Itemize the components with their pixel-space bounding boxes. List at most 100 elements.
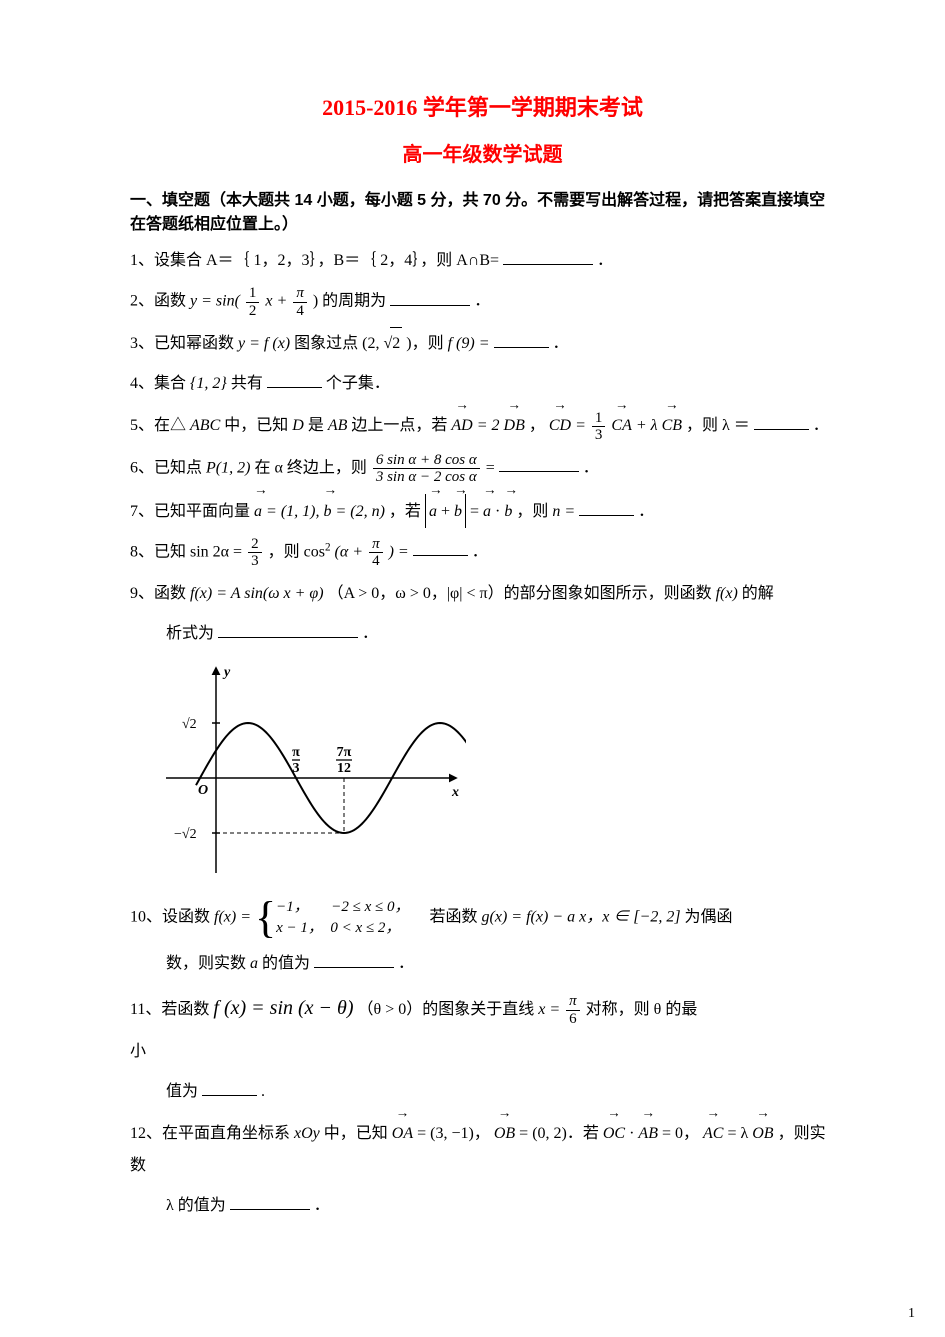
question-12-line2: λ 的值为 ． bbox=[130, 1190, 835, 1222]
q3-mid2: )，则 bbox=[406, 335, 447, 352]
question-11-line2a: 小 bbox=[130, 1036, 835, 1068]
q6-p: P(1, 2) bbox=[206, 459, 250, 476]
q12-pre: 12、在平面直角坐标系 bbox=[130, 1125, 294, 1142]
q2-pre: 2、函数 bbox=[130, 293, 190, 310]
q7-abs-plus: + bbox=[441, 503, 454, 520]
q2-close: ) 的周期为 bbox=[313, 293, 386, 310]
q5-mid4: ，则 λ ＝ bbox=[686, 417, 750, 434]
q10-case2: x − 1， 0 < x ≤ 2， bbox=[276, 920, 400, 936]
q2-mid: x + bbox=[265, 293, 291, 310]
q5-comma1: ， bbox=[529, 417, 545, 434]
q4-post: 个子集． bbox=[326, 375, 390, 392]
q12-xoy: xOy bbox=[294, 1125, 320, 1142]
svg-text:12: 12 bbox=[337, 761, 351, 776]
q11-l2b: 值为 bbox=[166, 1083, 198, 1100]
svg-text:y: y bbox=[222, 665, 231, 680]
q5-mid3: 边上一点，若 bbox=[351, 417, 451, 434]
q9-post: ． bbox=[362, 625, 378, 642]
q2-frac1-den: 2 bbox=[246, 303, 260, 320]
q7-a: a bbox=[254, 494, 262, 528]
question-3: 3、已知幂函数 y = f (x) 图象过点 (2, √2 )，则 f (9) … bbox=[130, 327, 835, 360]
q10-blank bbox=[314, 951, 394, 968]
q8-frac2-num: π bbox=[369, 536, 383, 554]
q11-blank bbox=[202, 1079, 257, 1096]
question-11-line2b: 值为 . bbox=[130, 1076, 835, 1108]
q5-eq2: = bbox=[575, 417, 590, 434]
q3-f9: f (9) = bbox=[448, 335, 490, 352]
q12-oc: OC bbox=[603, 1116, 625, 1150]
q8-popen: (α + bbox=[335, 543, 368, 560]
question-8: 8、已知 sin 2α = 2 3 ，则 cos2 (α + π 4 ) = ． bbox=[130, 536, 835, 570]
q7-aval: = (1, 1), bbox=[266, 503, 323, 520]
q7-bval: = (2, n) bbox=[335, 503, 384, 520]
q10-gx: g(x) = f(x) − a x，x ∈ [−2, 2] bbox=[482, 909, 681, 926]
q5-ab: AB bbox=[328, 417, 348, 434]
q12-eq0: = 0， bbox=[662, 1125, 699, 1142]
q8-post: ． bbox=[472, 543, 488, 560]
q5-cd-vec: CD bbox=[549, 408, 571, 442]
q5-frac-den: 3 bbox=[592, 427, 606, 444]
q12-ac: AC bbox=[703, 1116, 723, 1150]
q3-sqrt-val: 2 bbox=[390, 327, 402, 360]
q7-dot-b: b bbox=[504, 494, 512, 528]
q2-blank bbox=[390, 289, 470, 306]
question-11: 11、若函数 f (x) = sin (x − θ) （θ > 0）的图象关于直… bbox=[130, 988, 835, 1028]
q7-pre: 7、已知平面向量 bbox=[130, 503, 254, 520]
q8-blank bbox=[413, 539, 468, 556]
q2-yeq: y = sin( bbox=[190, 293, 240, 310]
q12-obval: = (0, 2)．若 bbox=[519, 1125, 603, 1142]
q6-num: 6 sin α + 8 cos α bbox=[373, 452, 480, 470]
q2-frac2-den: 4 bbox=[293, 303, 307, 320]
page-title-sub: 高一年级数学试题 bbox=[130, 139, 835, 171]
q10-brace: { bbox=[255, 896, 276, 940]
q12-ab: AB bbox=[638, 1116, 658, 1150]
question-5: 5、在△ ABC 中，已知 D 是 AB 边上一点，若 AD = 2 DB ， … bbox=[130, 408, 835, 443]
q7-blank bbox=[579, 499, 634, 516]
q12-blank bbox=[230, 1193, 310, 1210]
q10-fx: f(x) = bbox=[214, 909, 255, 926]
q2-post: ． bbox=[474, 293, 490, 310]
q3-post: ． bbox=[553, 335, 569, 352]
q8-pre: 8、已知 sin 2α = bbox=[130, 543, 246, 560]
q6-blank bbox=[499, 455, 579, 472]
q5-post: ． bbox=[813, 417, 829, 434]
question-12: 12、在平面直角坐标系 xOy 中，已知 OA = (3, −1)， OB = … bbox=[130, 1116, 835, 1182]
q8-pclose: ) = bbox=[389, 543, 409, 560]
q10-case1: −1， −2 ≤ x ≤ 0， bbox=[276, 899, 409, 915]
q5-abc: ABC bbox=[190, 417, 220, 434]
question-1: 1、设集合 A＝｛ 1，2，3｝，B＝｛ 2，4｝，则 A∩B= ． bbox=[130, 245, 835, 277]
q6-eq: = bbox=[486, 459, 495, 476]
question-9-line1: 9、函数 f(x) = A sin(ω x + φ) （A > 0，ω > 0，… bbox=[130, 578, 835, 610]
q2-frac2: π 4 bbox=[293, 285, 307, 319]
q5-frac: 1 3 bbox=[592, 410, 606, 444]
svg-text:x: x bbox=[451, 785, 459, 800]
q2-frac2-num: π bbox=[293, 285, 307, 303]
q4-pre: 4、集合 bbox=[130, 375, 190, 392]
q8-frac1: 2 3 bbox=[248, 536, 262, 570]
svg-text:√2: √2 bbox=[182, 717, 197, 732]
q3-sqrt: √2 bbox=[383, 327, 402, 360]
q5-blank bbox=[754, 413, 809, 430]
q8-frac1-num: 2 bbox=[248, 536, 262, 554]
q5-db-vec: DB bbox=[504, 408, 525, 442]
q7-eq: = bbox=[470, 503, 483, 520]
q9-chart: xyO√2−√2π37π12 bbox=[166, 658, 835, 887]
q7-post: ． bbox=[638, 503, 654, 520]
q12-post: ． bbox=[314, 1197, 330, 1214]
q11-mid: 对称，则 θ 的最 bbox=[586, 1001, 698, 1018]
q9-fx: f(x) = A sin(ω x + φ) bbox=[190, 585, 324, 602]
q5-eq1: = 2 bbox=[477, 417, 500, 434]
q10-post: ． bbox=[398, 955, 414, 972]
q7-abs: a + b bbox=[425, 494, 466, 528]
q11-fx: f (x) = sin (x − θ) bbox=[213, 997, 353, 1019]
q2-frac1: 1 2 bbox=[246, 285, 260, 319]
q8-frac2-den: 4 bbox=[369, 553, 383, 570]
q3-blank bbox=[494, 331, 549, 348]
q5-pre: 5、在△ bbox=[130, 417, 186, 434]
q12-ob: OB bbox=[494, 1116, 515, 1150]
q5-plus: + λ bbox=[636, 417, 662, 434]
q10-mid2: 为偶函 bbox=[685, 909, 733, 926]
q5-frac-num: 1 bbox=[592, 410, 606, 428]
q3-mid1: 图象过点 (2, bbox=[294, 335, 383, 352]
svg-text:7π: 7π bbox=[337, 745, 352, 760]
